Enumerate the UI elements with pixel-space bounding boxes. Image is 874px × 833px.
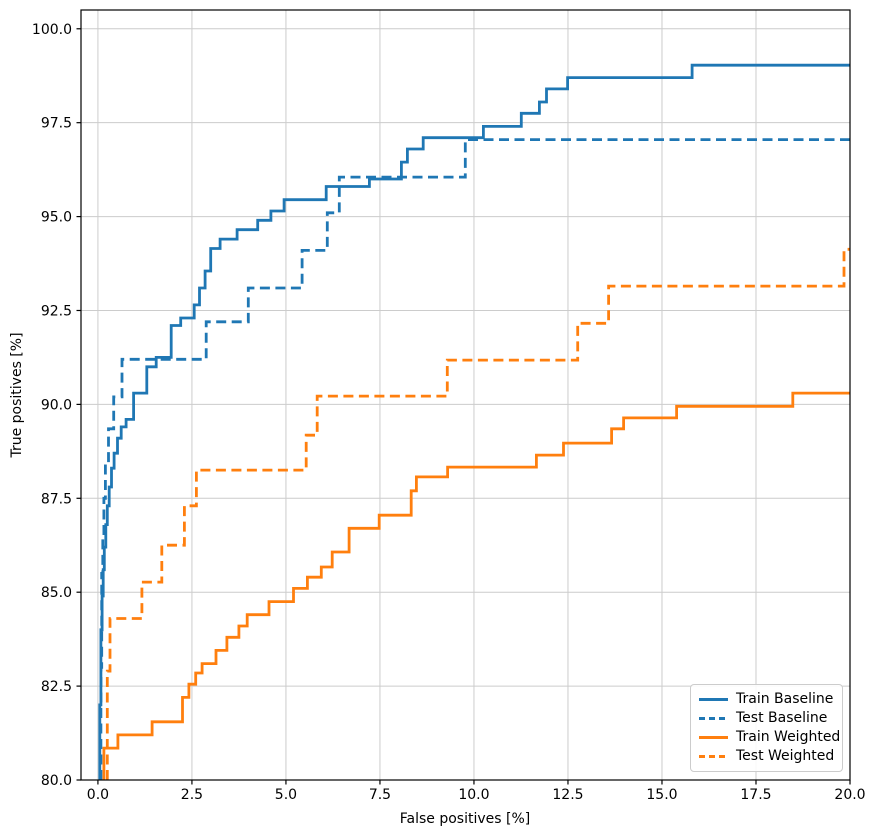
legend-label: Test Baseline	[736, 710, 828, 726]
legend-item-train-weighted: Train Weighted	[699, 728, 840, 747]
legend-item-train-baseline: Train Baseline	[699, 690, 834, 709]
legend-line-sample-dashed	[699, 755, 728, 758]
y-tick-label: 97.5	[41, 116, 72, 132]
x-tick-label: 2.5	[181, 787, 203, 803]
legend: Train Baseline Test Baseline Train Weighte…	[690, 684, 843, 772]
legend-label: Train Weighted	[736, 729, 841, 745]
y-tick-label: 82.5	[41, 679, 72, 695]
y-tick-label: 87.5	[41, 491, 72, 507]
x-tick-label: 10.0	[458, 787, 489, 803]
legend-label: Train Baseline	[736, 691, 834, 707]
y-tick-label: 80.0	[41, 773, 72, 789]
x-axis-label: False positives [%]	[400, 811, 530, 827]
legend-item-test-baseline: Test Baseline	[699, 709, 834, 728]
x-tick-label: 5.0	[275, 787, 297, 803]
curve-train-weighted	[102, 391, 850, 780]
y-tick-label: 92.5	[41, 303, 72, 319]
legend-label: Test Weighted	[736, 748, 835, 764]
y-tick-label: 85.0	[41, 585, 72, 601]
axes-border	[80, 9, 851, 781]
y-axis-label: True positives [%]	[9, 332, 25, 458]
legend-line-sample-dashed	[699, 717, 728, 720]
y-tick-label: 95.0	[41, 210, 72, 226]
x-tick-labels: 0.0 2.5 5.0 7.5 10.0 12.5 15.0 17.5 20.0	[87, 787, 866, 803]
axis-tick-marks	[76, 28, 851, 785]
grid-lines	[81, 10, 851, 781]
y-tick-label: 90.0	[41, 397, 72, 413]
data-curves	[98, 63, 850, 780]
curve-train-baseline	[98, 63, 850, 780]
legend-item-test-weighted: Test Weighted	[699, 747, 834, 766]
legend-line-sample-solid	[699, 698, 728, 701]
x-tick-label: 7.5	[369, 787, 391, 803]
x-tick-label: 17.5	[740, 787, 771, 803]
x-tick-label: 15.0	[646, 787, 677, 803]
x-tick-label: 0.0	[87, 787, 109, 803]
legend-line-sample-solid	[699, 736, 728, 739]
y-tick-label: 100.0	[32, 22, 72, 38]
x-tick-label: 12.5	[552, 787, 583, 803]
y-tick-labels: 80.0 82.5 85.0 87.5 90.0 92.5 95.0 97.5 100.0	[32, 22, 72, 789]
x-tick-label: 20.0	[834, 787, 865, 803]
curve-test-baseline	[99, 138, 850, 780]
